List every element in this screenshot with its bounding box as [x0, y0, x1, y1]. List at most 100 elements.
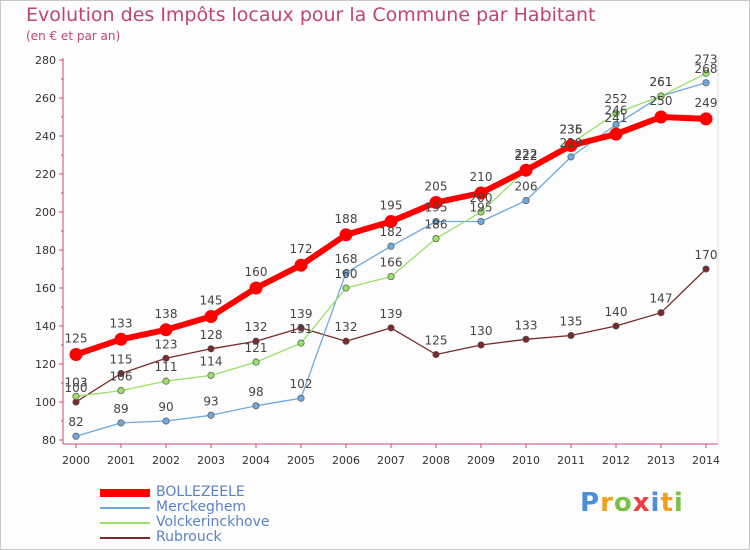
data-label: 246 [605, 104, 628, 118]
legend-item-bollezeele: BOLLEZEELE [100, 485, 270, 500]
data-label: 182 [380, 225, 403, 239]
data-point [114, 332, 128, 346]
data-point [249, 281, 263, 295]
data-point [612, 109, 620, 117]
x-tick-label: 2004 [242, 454, 270, 467]
x-tick-label: 2012 [602, 454, 630, 467]
data-point [294, 258, 308, 272]
data-label: 98 [248, 385, 263, 399]
data-point [567, 153, 575, 161]
data-label: 250 [650, 94, 673, 108]
data-label: 139 [290, 307, 313, 321]
data-label: 222 [515, 149, 538, 163]
data-label: 195 [425, 201, 448, 215]
data-label: 132 [335, 320, 358, 334]
data-label: 93 [203, 394, 218, 408]
data-point [297, 324, 305, 332]
x-tick-label: 2001 [107, 454, 135, 467]
data-label: 125 [65, 332, 88, 346]
data-label: 268 [695, 62, 718, 76]
data-point [567, 331, 575, 340]
data-label: 186 [425, 218, 448, 232]
data-point [612, 322, 620, 330]
data-point [162, 377, 170, 385]
legend-item-rubrouck: Rubrouck [100, 530, 270, 545]
data-label: 160 [245, 265, 268, 279]
data-point [72, 392, 80, 400]
data-point [702, 69, 710, 77]
data-point [387, 242, 395, 250]
data-label: 106 [110, 370, 133, 384]
data-label: 166 [380, 256, 403, 270]
data-label: 241 [605, 111, 628, 125]
series-line-rubrouck [75, 268, 707, 403]
data-point [432, 235, 440, 243]
x-tick-label: 2010 [512, 454, 540, 467]
data-point [522, 335, 530, 343]
data-point [252, 337, 260, 345]
x-tick-label: 2005 [287, 454, 315, 467]
x-tick-label: 2014 [692, 454, 720, 467]
data-label: 130 [470, 324, 493, 338]
data-label: 89 [113, 402, 128, 416]
data-point [654, 110, 668, 124]
legend: BOLLEZEELE Merckeghem Volckerinckhove Ru… [100, 485, 270, 545]
data-point [477, 217, 485, 226]
legend-swatch-bollezeele [100, 488, 150, 497]
data-label: 139 [380, 307, 403, 321]
data-point [117, 387, 125, 395]
data-label: 114 [200, 354, 223, 368]
y-tick-label: 280 [35, 54, 56, 67]
data-point [162, 417, 170, 425]
data-point [699, 112, 713, 126]
y-tick-label: 180 [35, 244, 56, 257]
data-point [522, 197, 530, 205]
y-tick-label: 80 [42, 434, 56, 447]
data-point [609, 127, 623, 141]
logo-letter: P [580, 488, 601, 518]
data-label: 90 [158, 400, 173, 414]
data-point [207, 411, 215, 419]
y-tick-label: 140 [35, 320, 56, 333]
data-point [387, 273, 395, 281]
data-label: 236 [560, 123, 583, 137]
data-label: 168 [335, 252, 358, 266]
data-point [564, 139, 578, 152]
data-point [159, 323, 173, 337]
y-tick-label: 220 [35, 168, 56, 181]
data-point [387, 324, 395, 332]
legend-swatch-merckeghem [100, 506, 150, 509]
legend-item-volckerinckhove: Volckerinckhove [100, 515, 270, 530]
data-label: 147 [650, 292, 673, 306]
x-tick-label: 2000 [62, 454, 90, 467]
data-label: 103 [65, 375, 88, 389]
data-label: 145 [200, 294, 223, 308]
data-point [117, 369, 125, 378]
logo-letter: x [632, 488, 651, 518]
data-label: 125 [425, 334, 448, 348]
x-tick-label: 2006 [332, 454, 360, 467]
data-label: 195 [380, 199, 403, 213]
data-point [519, 163, 533, 177]
legend-label-bollezeele: BOLLEZEELE [156, 484, 245, 500]
y-tick-label: 200 [35, 206, 56, 219]
data-point [477, 341, 485, 349]
data-point [432, 350, 440, 359]
data-label: 133 [515, 318, 538, 332]
data-label: 133 [110, 316, 133, 330]
data-label: 235 [560, 123, 583, 137]
y-tick-label: 100 [35, 396, 56, 409]
data-label: 195 [470, 201, 493, 215]
data-label: 172 [290, 242, 313, 256]
chart-title: Evolution des Impôts locaux pour la Comm… [26, 4, 596, 26]
data-point [339, 228, 353, 242]
data-label: 249 [695, 96, 718, 110]
data-label: 111 [155, 360, 178, 374]
logo-letter: i [650, 488, 661, 518]
data-point [297, 339, 305, 347]
data-label: 206 [515, 180, 538, 194]
x-tick-label: 2013 [647, 454, 675, 467]
data-point [162, 354, 170, 362]
data-label: 261 [650, 75, 673, 89]
legend-label-merckeghem: Merckeghem [156, 499, 247, 515]
